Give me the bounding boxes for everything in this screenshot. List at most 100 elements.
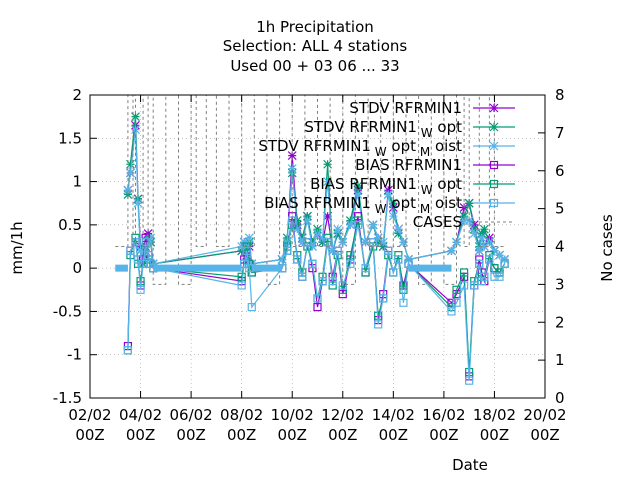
title-line-3: Used 00 + 03 06 ... 33 [230,57,399,75]
data-point-square [369,238,378,247]
data-point-star [123,190,133,199]
data-point-square [480,272,489,281]
data-point-star [459,211,469,221]
data-point-star [393,224,403,234]
legend-label-part: M [416,145,430,159]
data-point-square [353,216,363,225]
data-point-star [361,237,370,247]
x-tick-label-date: 06/02 [169,406,212,424]
data-point-square [293,255,302,264]
y-tick-label: 0.5 [58,216,82,234]
data-point-square [379,294,388,303]
series-line [115,94,505,285]
data-point-star [302,211,312,221]
y2-tick-label: 1 [555,351,565,369]
chart-title: 1h Precipitation Selection: ALL 4 statio… [223,18,408,75]
data-point-square [313,303,322,312]
x-tick-label-hour: 00Z [227,426,256,444]
data-point-star [345,216,355,225]
data-point-star [388,203,398,212]
legend-label-part: BIAS RFRMIN1 [310,175,417,193]
data-point-star [373,237,383,247]
legend-label-part: CASES [413,213,462,231]
data-point-star [146,233,156,243]
data-point-square [477,277,486,286]
data-point-star [318,233,327,243]
series-6 [115,94,505,285]
legend-swatch-square [489,160,499,170]
data-point-square [500,259,509,268]
series-5 [123,216,509,385]
x-tick-label-date: 10/02 [271,406,314,424]
data-point-square [318,277,327,286]
x-tick-label-date: 08/02 [220,406,263,424]
x-tick-label-date: 16/02 [422,406,465,424]
data-point-star [308,237,317,247]
data-point-star [237,246,247,256]
legend-label: STDV RFRMIN1 W opt [304,118,462,140]
data-point-star [277,255,287,264]
legend-label-part: oist [430,194,462,212]
data-point-star [328,246,338,256]
data-point-star [353,181,363,191]
data-point-star [242,255,252,264]
legend-label-part: BIAS RFRMIN1 [355,156,462,174]
data-point-square [490,272,499,281]
legend-label: CASES [413,213,462,231]
data-point-square [333,246,342,255]
series-layer [115,94,509,385]
data-point-star [323,159,333,169]
data-point-star [297,237,307,247]
title-line-2: Selection: ALL 4 stations [223,37,408,55]
data-point-square [123,346,133,355]
data-point-star [383,190,393,199]
data-point-star [247,259,257,269]
y-tick-label: 0 [72,259,82,277]
data-point-star [464,198,474,208]
y2-tick-label: 6 [555,162,565,180]
data-point-star [287,151,297,161]
data-point-star [378,242,388,251]
data-point-square [136,285,145,294]
legend-label-part: oist [430,137,462,155]
data-point-square [475,259,484,268]
data-point-square [399,298,408,307]
data-point-square [394,255,403,264]
data-point-square [328,277,337,286]
data-point-star [302,216,312,225]
data-point-square [313,294,322,303]
data-point-star [313,224,322,234]
data-point-square [323,238,332,247]
x-tick-label-hour: 00Z [176,426,205,444]
data-point-star [452,237,461,247]
data-point-square [485,255,494,264]
data-point-star [239,237,249,247]
data-point-star [404,255,413,264]
data-point-square [126,246,135,255]
data-point-star [490,246,499,256]
data-point-square [144,251,153,260]
data-point-star [474,246,484,256]
legend-label-part: opt [387,194,416,212]
legend-entry: BIAS RFRMIN1 W opt [310,175,515,197]
data-point-square [303,238,312,247]
data-point-square [353,212,363,221]
y2-tick-label: 4 [555,238,565,256]
y-tick-label: -0.5 [53,302,82,320]
data-point-square [323,233,332,242]
data-point-star [244,233,254,243]
x-tick-label-date: 04/02 [119,406,162,424]
legend-entry: CASES [413,213,515,231]
legend-label-part: STDV RFRMIN1 [349,99,462,117]
data-point-star [500,255,509,264]
data-point-star [479,224,489,234]
data-point-square [460,281,469,290]
data-point-square [346,251,355,260]
data-point-star [292,224,302,234]
data-point-square [247,303,256,312]
data-point-star [393,229,403,238]
data-point-square [240,259,249,268]
data-point-square [452,298,461,307]
x-tick-label-date: 20/02 [523,406,566,424]
